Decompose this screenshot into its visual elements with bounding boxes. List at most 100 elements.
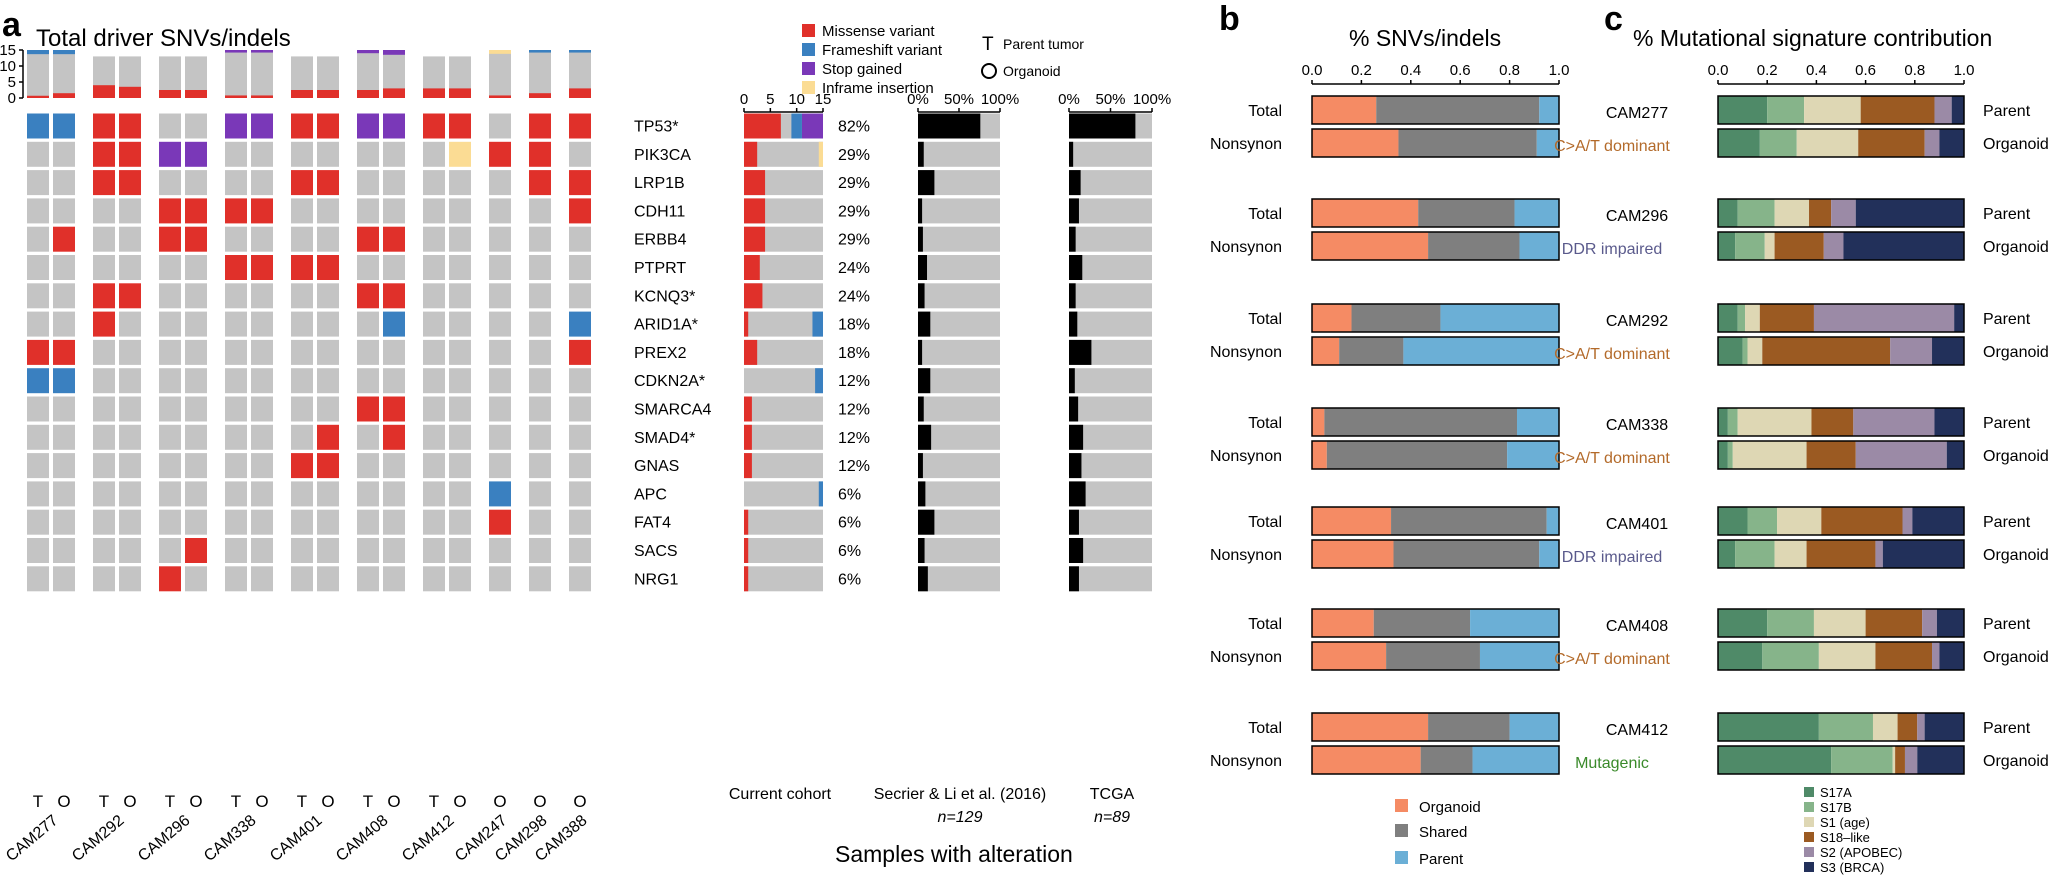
legend-swatch-shared (1395, 824, 1408, 837)
signature-contribution-chart: 0.0 0.2 0.4 0.6 0.8 1.0 Parent Organoid CAM277 C>… (1554, 62, 2049, 775)
panel-b-row-label: Nonsynon (1210, 547, 1282, 564)
oncoprint-cell (357, 396, 379, 422)
oncoprint-cell (93, 538, 115, 563)
cohort-percentage: 29% (838, 232, 870, 249)
sample-type-label: T (99, 792, 109, 811)
oncoprint-cell (423, 424, 445, 450)
oncoprint-cell (383, 424, 405, 450)
panel-b-row-label: Nonsynon (1210, 753, 1282, 770)
panel-c-bar-s18 (1762, 337, 1891, 365)
legend-swatch-s3 (1804, 862, 1814, 872)
panel-c-bar-s1 (1892, 746, 1896, 774)
oncoprint-cell (489, 198, 511, 224)
panel-b-row-label: Total (1248, 206, 1282, 223)
top-bar-axis-tick-label: 10 (0, 58, 16, 75)
panel-b-bar-parent (1509, 713, 1559, 741)
sample-name-label: CAM412 (399, 812, 458, 865)
external-bar-value (918, 255, 928, 280)
panel-b-bar-shared (1428, 232, 1520, 260)
oncoprint-cell (291, 198, 313, 224)
external-bar-background (918, 566, 1000, 592)
oncoprint-cell (291, 339, 313, 365)
top-bar-missense (119, 86, 141, 98)
panel-b-bar-shared (1339, 337, 1404, 365)
legend-label-frameshift: Frameshift variant (822, 42, 943, 59)
panel-b-axis-tick-label: 0.8 (1499, 62, 1520, 79)
external-bar-value (918, 226, 923, 252)
oncoprint-cell (317, 198, 339, 224)
external-bar-value (918, 481, 926, 507)
panel-c-title: % Mutational signature contribution (1633, 25, 1992, 51)
oncoprint-cell (251, 453, 273, 479)
top-bar-stop (251, 50, 273, 53)
panel-b-axis-tick-label: 0.6 (1450, 62, 1471, 79)
panel-c-bar-s2 (1853, 408, 1935, 436)
sample-type-label: O (123, 792, 136, 811)
panel-c-bar-outline (1717, 539, 1965, 569)
oncoprint-cell (185, 141, 207, 167)
legend-symbol-o (981, 63, 997, 79)
panel-c-bar-s3 (1855, 199, 1964, 227)
oncoprint-cell (357, 255, 379, 280)
oncoprint-cell (423, 113, 445, 139)
gene-label: ERBB4 (634, 232, 687, 249)
panel-c-sample-name: CAM412 (1606, 722, 1668, 739)
oncoprint-cell (27, 198, 49, 224)
oncoprint-cell (225, 538, 247, 563)
top-bar-stop (383, 50, 405, 55)
top-bar-total (53, 50, 75, 98)
panel-c-bar-outline (1717, 303, 1965, 333)
panel-b-bar-outline (1311, 303, 1560, 333)
oncoprint-cell (93, 566, 115, 592)
oncoprint-cell (423, 509, 445, 535)
panel-b-bar-parent (1539, 540, 1559, 568)
gene-label: TP53* (634, 119, 678, 136)
oncoprint-cell (225, 255, 247, 280)
panel-c-bar-s2 (1902, 507, 1913, 535)
oncoprint-cell (119, 141, 141, 167)
panel-c-bar-s17b (1818, 713, 1873, 741)
oncoprint-cell (93, 283, 115, 309)
panel-c-bar-s2 (1823, 232, 1844, 260)
panel-c-bar-s3 (1932, 337, 1964, 365)
cohort-bar-missense (744, 255, 760, 280)
panel-b-bar-outline (1311, 440, 1560, 470)
panel-c-bar-s1 (1872, 713, 1898, 741)
oncoprint-cell (569, 311, 591, 337)
panel-c-bar-s18 (1759, 304, 1814, 332)
cohort-percentage: 6% (838, 571, 861, 588)
oncoprint-cell (423, 198, 445, 224)
oncoprint-cell (569, 566, 591, 592)
panel-b-bar-parent (1479, 642, 1559, 670)
oncoprint-cell (529, 509, 551, 535)
oncoprint-cell (489, 566, 511, 592)
oncoprint-cell (529, 424, 551, 450)
oncoprint-cell (53, 226, 75, 252)
panel-c-bar-outline (1717, 336, 1965, 366)
panel-c-bar-s1 (1732, 441, 1807, 469)
oncoprint-cell (159, 113, 181, 139)
panel-c-sample-name: CAM296 (1606, 208, 1668, 225)
oncoprint-cell (489, 424, 511, 450)
oncoprint-cell (93, 453, 115, 479)
panel-b-bar-shared (1428, 713, 1510, 741)
panel-c-bar-s3 (1939, 129, 1964, 157)
panel-c-category: C>A/T dominant (1554, 651, 1670, 668)
gene-label: ARID1A* (634, 317, 698, 334)
top-bar-total (251, 50, 273, 98)
legend-label-s18: S18–like (1820, 830, 1870, 845)
panel-c-axis-tick-label: 0.0 (1708, 62, 1729, 79)
sample-type-label: O (321, 792, 334, 811)
oncoprint-cell (489, 226, 511, 252)
external-bar-value (918, 424, 932, 450)
oncoprint-cell (225, 424, 247, 450)
oncoprint-cell (119, 311, 141, 337)
top-bar-missense (569, 88, 591, 98)
external-bar-background (918, 226, 1000, 252)
panel-c-bar-s3 (1954, 304, 1964, 332)
oncoprint-cell (251, 141, 273, 167)
oncoprint-cell (317, 424, 339, 450)
cohort-axis-tick-label: 5 (766, 91, 774, 108)
panel-b-bar-parent (1472, 746, 1559, 774)
oncoprint-cell (449, 538, 471, 563)
